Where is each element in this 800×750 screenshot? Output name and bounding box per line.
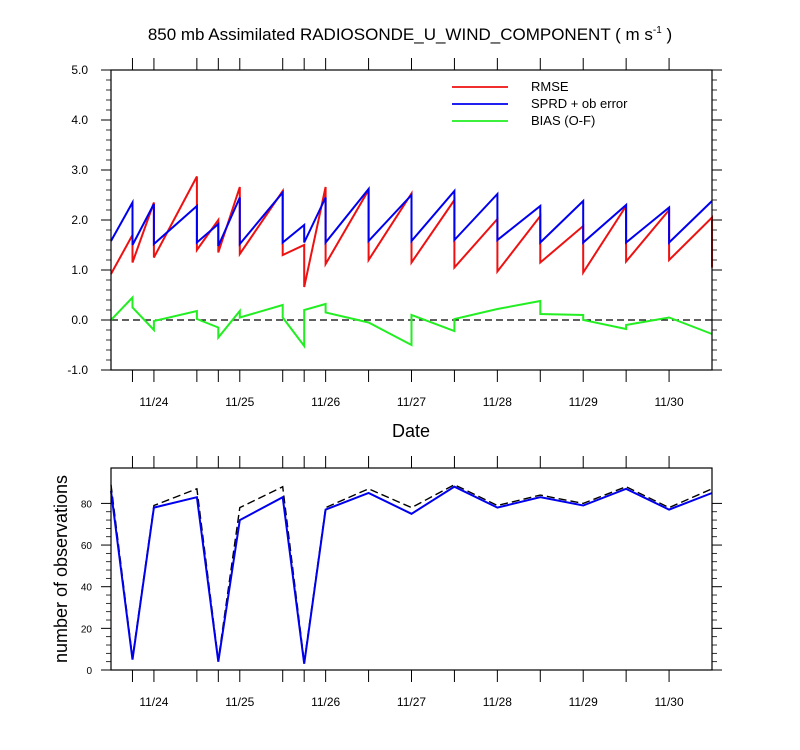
top-x-tick-label: 11/28 [483,395,512,409]
bottom-plot-area: 0 20 40 60 80 11/24 11/25 11/26 11/27 11/28 11/29 1… [81,456,722,709]
legend-label-rmse: RMSE [531,79,569,94]
bottom-x-tick-label: 11/25 [225,695,254,709]
x-axis-title: Date [392,421,430,441]
chart-title-close: ) [662,25,672,44]
chart-title: 850 mb Assimilated RADIOSONDE_U_WIND_COM… [148,25,672,44]
bottom-y-tick-label: 0 [86,666,92,677]
top-y-tick-label: 4.0 [71,113,88,127]
bottom-plot-frame [110,467,713,671]
bottom-x-tick-label: 11/26 [311,695,340,709]
top-y-tick-label: 3.0 [71,163,88,177]
chart-title-main: 850 mb Assimilated RADIOSONDE_U_WIND_COM… [148,25,653,44]
legend-label-bias: BIAS (O-F) [531,113,595,128]
top-y-tick-label: 1.0 [71,263,88,277]
chart-legend: RMSE SPRD + ob error BIAS (O-F) [452,79,628,128]
legend-label-sprd: SPRD + ob error [531,96,628,111]
bottom-x-tick-label: 11/28 [483,695,512,709]
top-x-tick-label: 11/30 [655,395,684,409]
bottom-y-tick-label: 80 [81,499,93,510]
top-plot-frame [110,69,713,371]
top-x-tick-label: 11/25 [225,395,254,409]
y-axis-title-bottom: number of observations [51,475,71,663]
top-series-sprd-ob-error [110,186,713,247]
bottom-x-tick-label: 11/29 [569,695,598,709]
top-plot-area: -1.0 0.0 1.0 2.0 3.0 4.0 5.0 11/24 11/25 11/26 11/… [67,58,722,409]
bottom-y-tick-label: 60 [81,541,93,552]
top-x-tick-label: 11/24 [139,395,168,409]
bottom-y-tick-label: 20 [81,624,93,635]
top-y-tick-label: 2.0 [71,213,88,227]
bottom-x-tick-label: 11/27 [397,695,426,709]
chart-title-superscript: -1 [653,25,662,36]
top-x-tick-label: 11/26 [311,395,340,409]
bottom-x-tick-label: 11/30 [655,695,684,709]
top-y-tick-label: 5.0 [71,63,88,77]
bottom-series-possible [110,483,713,662]
top-x-tick-label: 11/29 [569,395,598,409]
top-x-tick-label: 11/27 [397,395,426,409]
top-y-tick-label: -1.0 [67,363,88,377]
bottom-series-used [110,485,713,664]
bottom-x-tick-label: 11/24 [139,695,168,709]
bottom-y-tick-label: 40 [81,583,93,594]
top-series-bias-o-f [110,295,713,349]
top-y-tick-label: 0.0 [71,313,88,327]
